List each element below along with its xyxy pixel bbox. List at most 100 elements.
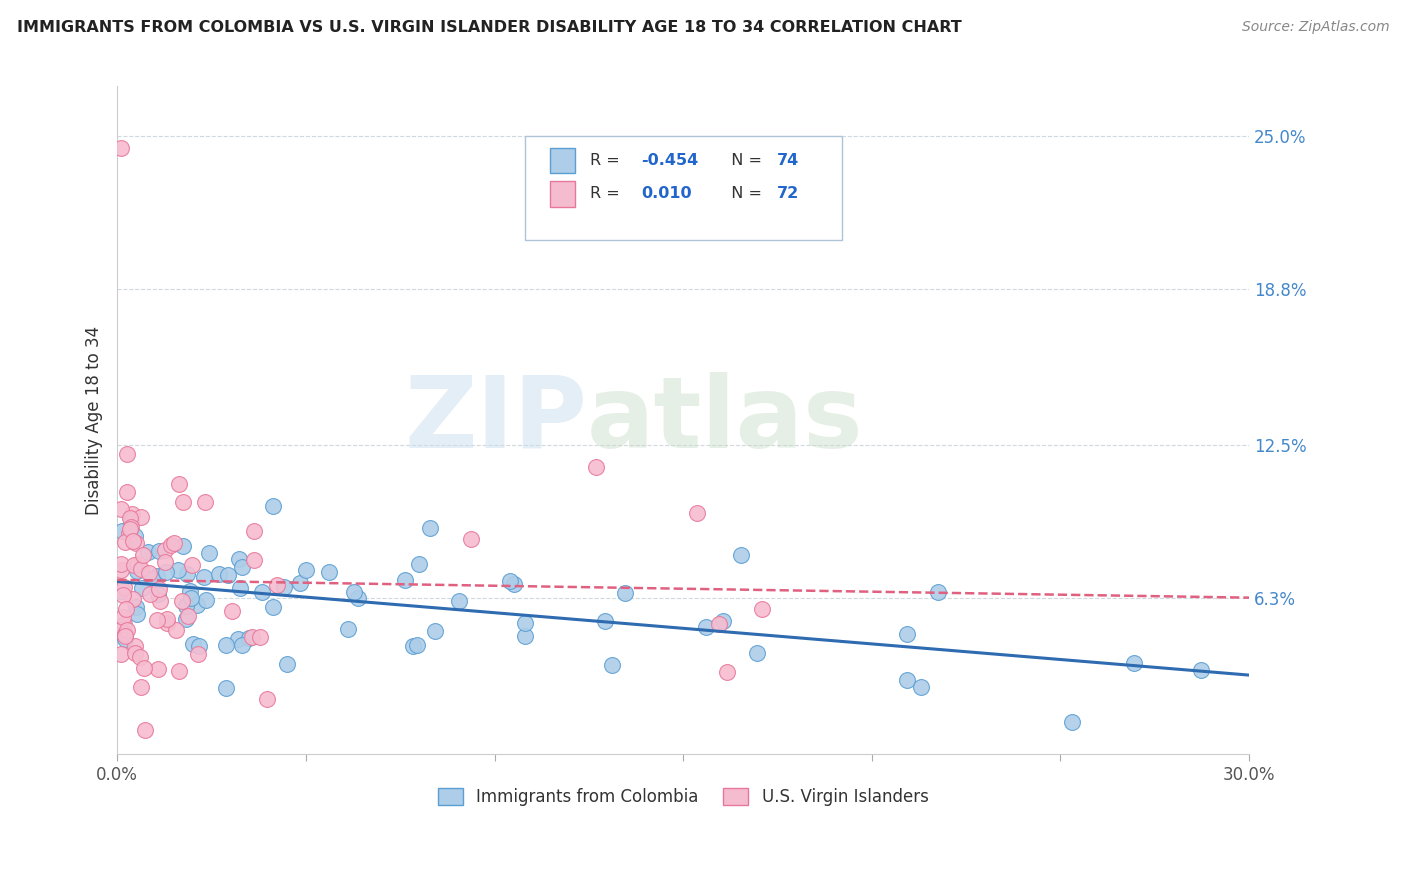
Point	[110, 558, 132, 572]
Point	[249, 630, 271, 644]
Point	[252, 585, 274, 599]
Point	[177, 609, 200, 624]
Point	[110, 647, 132, 661]
Point	[148, 661, 170, 675]
Point	[115, 601, 138, 615]
Point	[131, 680, 153, 694]
Point	[262, 599, 284, 614]
Point	[115, 447, 138, 461]
Point	[273, 580, 295, 594]
Point	[228, 552, 250, 566]
Point	[112, 588, 135, 602]
Point	[127, 557, 149, 571]
Point	[180, 591, 202, 605]
Point	[110, 141, 132, 155]
Point	[231, 559, 253, 574]
Point	[716, 665, 738, 680]
Point	[262, 499, 284, 513]
Point	[290, 575, 312, 590]
Point	[124, 646, 146, 660]
Point	[707, 617, 730, 632]
Point	[146, 613, 169, 627]
Text: atlas: atlas	[586, 372, 863, 469]
Point	[217, 567, 239, 582]
Point	[1189, 663, 1212, 677]
Point	[711, 614, 734, 628]
Point	[187, 648, 209, 662]
Point	[174, 612, 197, 626]
Point	[186, 599, 208, 613]
Text: 0.010: 0.010	[641, 186, 692, 202]
Point	[125, 599, 148, 614]
Text: ZIP: ZIP	[404, 372, 586, 469]
Point	[181, 558, 204, 572]
Point	[183, 637, 205, 651]
Point	[460, 532, 482, 546]
Text: N =: N =	[720, 153, 766, 168]
Point	[111, 524, 134, 538]
Point	[112, 617, 135, 632]
Point	[927, 585, 949, 599]
Text: IMMIGRANTS FROM COLOMBIA VS U.S. VIRGIN ISLANDER DISABILITY AGE 18 TO 34 CORRELA: IMMIGRANTS FROM COLOMBIA VS U.S. VIRGIN …	[17, 20, 962, 35]
Point	[423, 624, 446, 638]
Point	[112, 580, 135, 594]
Point	[148, 582, 170, 596]
Point	[243, 524, 266, 539]
Point	[229, 581, 252, 595]
Point	[585, 460, 607, 475]
Point	[110, 623, 132, 637]
Point	[118, 526, 141, 541]
Point	[226, 632, 249, 647]
Point	[187, 639, 209, 653]
Point	[238, 632, 260, 646]
Point	[447, 594, 470, 608]
Point	[114, 628, 136, 642]
Point	[515, 615, 537, 630]
Point	[148, 544, 170, 558]
Point	[751, 602, 773, 616]
Point	[593, 614, 616, 628]
Point	[695, 620, 717, 634]
Text: N =: N =	[720, 186, 766, 202]
Point	[146, 569, 169, 583]
Text: 72: 72	[778, 186, 800, 202]
Point	[193, 570, 215, 584]
Point	[124, 529, 146, 543]
Point	[114, 534, 136, 549]
Point	[165, 623, 187, 637]
Point	[115, 623, 138, 637]
Point	[1122, 656, 1144, 670]
Point	[148, 594, 170, 608]
Point	[122, 558, 145, 573]
Point	[118, 511, 141, 525]
Y-axis label: Disability Age 18 to 34: Disability Age 18 to 34	[86, 326, 103, 515]
Point	[394, 574, 416, 588]
Point	[408, 557, 430, 571]
Point	[215, 638, 238, 652]
Point	[129, 650, 152, 665]
Point	[600, 657, 623, 672]
Point	[114, 630, 136, 644]
FancyBboxPatch shape	[550, 181, 575, 207]
Point	[167, 665, 190, 679]
Point	[172, 495, 194, 509]
Point	[132, 661, 155, 675]
Point	[110, 582, 132, 596]
Point	[138, 566, 160, 581]
Point	[195, 593, 218, 607]
Point	[276, 657, 298, 671]
Point	[166, 563, 188, 577]
Point	[896, 627, 918, 641]
Point	[111, 610, 134, 624]
Legend: Immigrants from Colombia, U.S. Virgin Islanders: Immigrants from Colombia, U.S. Virgin Is…	[432, 781, 935, 813]
Point	[125, 536, 148, 550]
Point	[910, 680, 932, 694]
Point	[198, 546, 221, 560]
Point	[153, 543, 176, 558]
Point	[240, 631, 263, 645]
Point	[256, 692, 278, 706]
Point	[120, 520, 142, 534]
Point	[231, 638, 253, 652]
Point	[242, 553, 264, 567]
FancyBboxPatch shape	[550, 148, 575, 173]
